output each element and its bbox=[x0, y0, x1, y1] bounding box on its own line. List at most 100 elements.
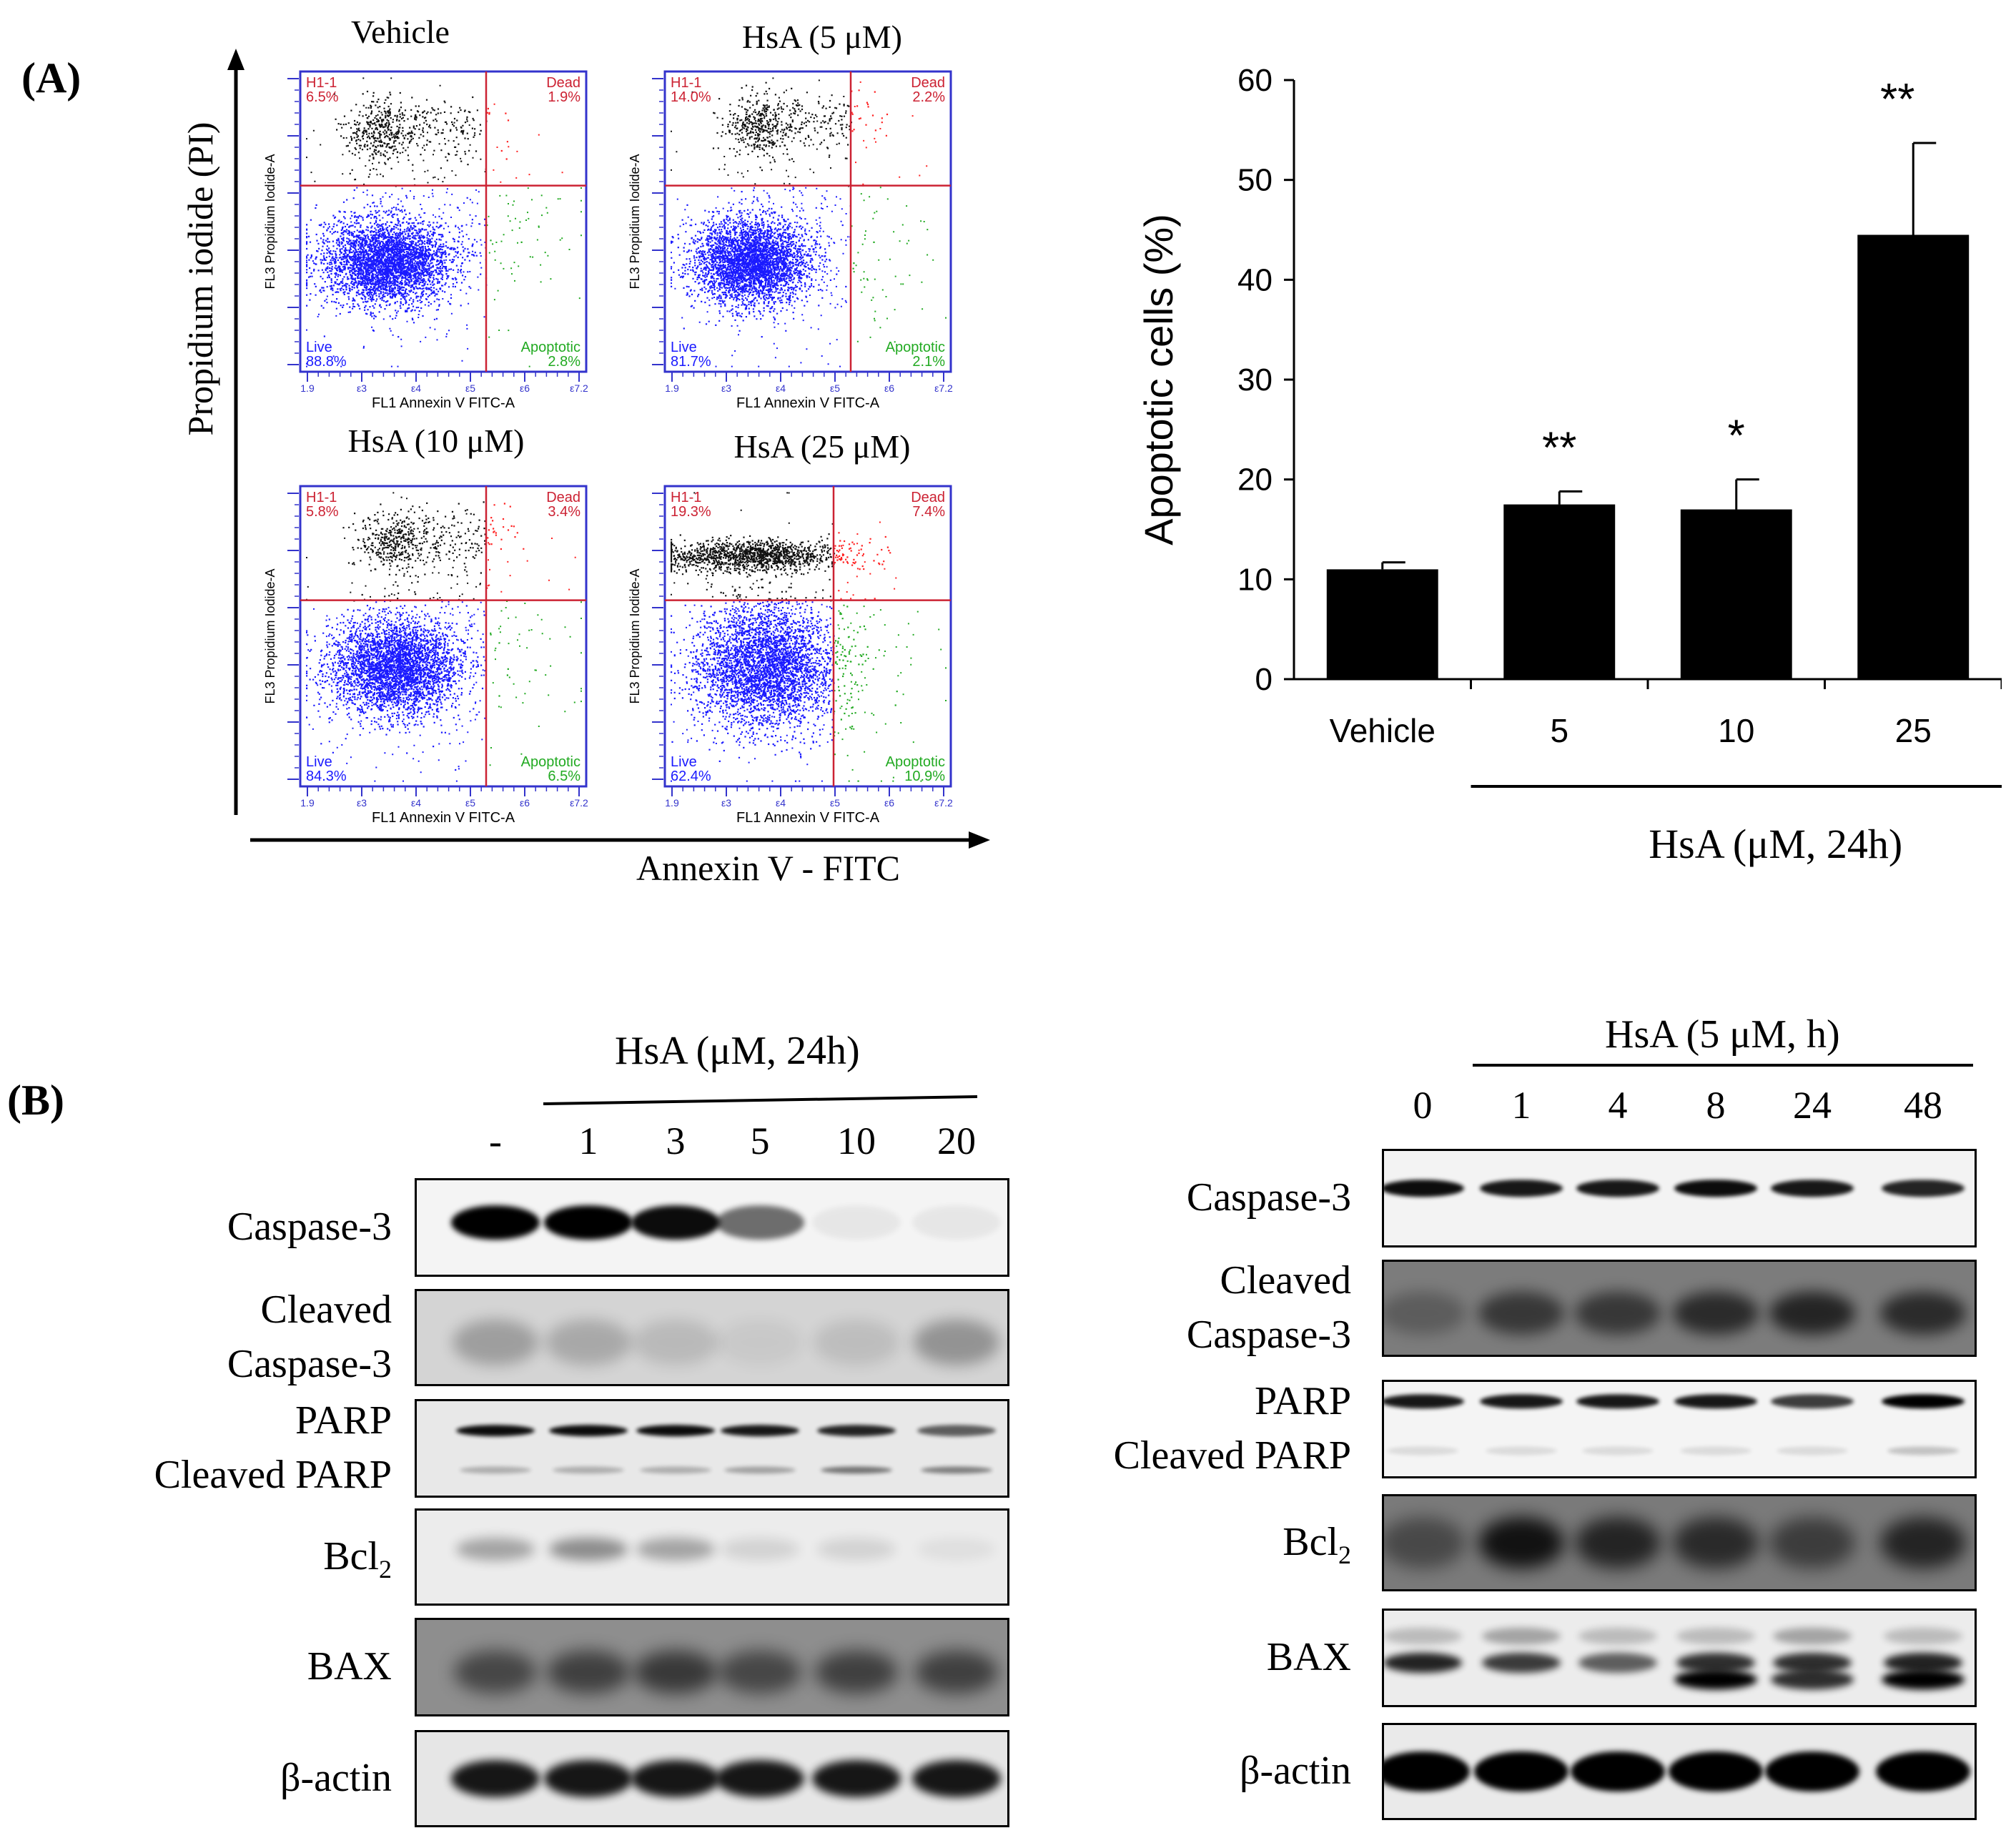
facs-live-label: Live bbox=[671, 340, 697, 355]
apoptosis-bar-chart: 0 10 20 30 40 50 60 Apoptotic cells (%) Vehicle 5… bbox=[1136, 63, 2002, 867]
blot-strip bbox=[415, 1508, 1009, 1606]
blot-band bbox=[717, 1319, 803, 1365]
facs-ll-percent: 62.4% bbox=[671, 769, 711, 784]
blot-label-primary: Bcl bbox=[323, 1534, 379, 1578]
blot-strip bbox=[1382, 1609, 1977, 1707]
blot-band bbox=[1382, 1291, 1466, 1335]
chart-category-label: 10 bbox=[1718, 712, 1754, 749]
facs-title-hsa10: HsA (10 μM) bbox=[347, 423, 525, 459]
facs-scatter bbox=[306, 492, 582, 782]
facs-frame bbox=[299, 70, 588, 373]
facs-dots-red bbox=[851, 81, 928, 187]
chart-bar-Vehicle bbox=[1326, 569, 1438, 679]
blot-band bbox=[912, 1205, 1001, 1240]
facs-ur-percent: 3.4% bbox=[548, 504, 580, 520]
blot-row-label: Bcl2 bbox=[1283, 1516, 1351, 1573]
facs-xlabel: FL1 Annexin V FITC-A bbox=[736, 395, 880, 407]
blot-label-primary: BAX bbox=[1266, 1635, 1351, 1679]
chart-significance: ** bbox=[1542, 423, 1576, 473]
blot-band bbox=[1578, 1652, 1657, 1673]
blot-band bbox=[544, 1205, 633, 1240]
wb-right-header-line bbox=[1473, 1064, 1973, 1067]
chart-ytick-label: 50 bbox=[1237, 163, 1273, 198]
facs-plot-hsa10: FL3 Propidium Iodide-A 1.9 ε3 ε4 ε5 ε6 ε7.2 FL1… bbox=[257, 472, 615, 829]
chart-xlabel: HsA (μM, 24h) bbox=[1649, 821, 1902, 867]
facs-frame bbox=[663, 70, 952, 373]
blot-band bbox=[912, 1760, 1001, 1797]
blot-band bbox=[1382, 1180, 1464, 1197]
facs-ul-percent: 19.3% bbox=[671, 504, 711, 520]
facs-ll-percent: 84.3% bbox=[306, 769, 347, 784]
blot-band bbox=[1880, 1291, 1966, 1335]
lane-label: 1 bbox=[578, 1120, 598, 1162]
blot-band bbox=[1769, 1291, 1855, 1335]
blot-row-label: Cleaved Caspase-3 bbox=[1187, 1254, 1351, 1362]
blot-band bbox=[1880, 1517, 1966, 1568]
blot-band bbox=[1482, 1627, 1561, 1645]
facs-xtick-label: ε7.2 bbox=[934, 797, 953, 809]
facs-scatter bbox=[671, 492, 947, 782]
blot-band bbox=[921, 1466, 992, 1474]
blot-band bbox=[1474, 1751, 1568, 1792]
blot-label-subscript: 2 bbox=[1338, 1541, 1351, 1570]
facs-apoptotic-label: Apoptotic bbox=[521, 754, 580, 770]
facs-gate-label: H1-1 bbox=[671, 490, 701, 505]
blot-strip bbox=[415, 1178, 1009, 1277]
blot-band bbox=[1884, 1627, 1962, 1645]
blot-band bbox=[1676, 1652, 1755, 1673]
facs-apoptotic-label: Apoptotic bbox=[886, 754, 945, 770]
facs-ylabel: FL3 Propidium Iodide-A bbox=[628, 568, 642, 703]
blot-row-label: PARP Cleaved PARP bbox=[154, 1394, 392, 1502]
blot-band bbox=[1769, 1517, 1855, 1568]
blot-band bbox=[544, 1760, 633, 1797]
blot-band bbox=[1771, 1180, 1854, 1197]
facs-x-axis-label: Annexin V - FITC bbox=[636, 848, 900, 888]
blot-strip bbox=[415, 1618, 1009, 1716]
blot-band bbox=[547, 1650, 630, 1694]
facs-scatter bbox=[671, 77, 947, 367]
blot-strip bbox=[1382, 1723, 1977, 1820]
blot-band bbox=[812, 1760, 901, 1797]
blot-band bbox=[1486, 1446, 1557, 1456]
facs-gate-label: H1-1 bbox=[306, 490, 337, 505]
chart-ytick-label: 20 bbox=[1237, 463, 1273, 498]
blot-label-secondary: Cleaved PARP bbox=[1113, 1433, 1351, 1478]
facs-ll-percent: 81.7% bbox=[671, 354, 711, 370]
facs-ylabel: FL3 Propidium Iodide-A bbox=[263, 568, 277, 703]
blot-band bbox=[456, 1538, 535, 1561]
facs-ur-percent: 7.4% bbox=[912, 504, 945, 520]
blot-band bbox=[1676, 1627, 1755, 1645]
blot-band bbox=[1673, 1517, 1759, 1568]
blot-row-label: Caspase-3 bbox=[227, 1200, 392, 1255]
chart-significance: ** bbox=[1880, 75, 1914, 124]
blot-band bbox=[1571, 1751, 1665, 1792]
lane-label: 48 bbox=[1904, 1084, 1942, 1127]
facs-live-label: Live bbox=[671, 754, 697, 770]
facs-dots-black bbox=[671, 492, 836, 602]
blot-band bbox=[549, 1425, 628, 1437]
blot-band bbox=[1884, 1652, 1962, 1673]
chart-ytick-label: 10 bbox=[1237, 562, 1273, 597]
blot-band bbox=[636, 1425, 715, 1437]
blot-band bbox=[1478, 1517, 1564, 1568]
blot-band bbox=[549, 1538, 628, 1561]
blot-background bbox=[1382, 1609, 1977, 1707]
blot-band bbox=[453, 1319, 538, 1365]
facs-xtick-label: ε7.2 bbox=[934, 382, 953, 394]
facs-dots-black bbox=[306, 77, 488, 187]
lane-label: 10 bbox=[837, 1120, 876, 1162]
lane-label: 5 bbox=[750, 1120, 770, 1162]
facs-dots-blue bbox=[671, 601, 835, 782]
facs-xtick-label: ε4 bbox=[411, 797, 421, 809]
blot-label-secondary: Cleaved PARP bbox=[154, 1452, 392, 1497]
blot-band bbox=[1478, 1291, 1564, 1335]
blot-label-primary: PARP bbox=[295, 1398, 392, 1443]
lane-label: 3 bbox=[666, 1120, 686, 1162]
facs-xlabel: FL1 Annexin V FITC-A bbox=[372, 810, 515, 826]
facs-dots-blue bbox=[306, 601, 486, 782]
facs-axes bbox=[227, 49, 990, 849]
lane-label: 20 bbox=[937, 1120, 976, 1162]
blot-label-primary: Cleaved bbox=[260, 1288, 392, 1332]
blot-band bbox=[1773, 1652, 1852, 1673]
facs-xtick-label: ε3 bbox=[721, 382, 731, 394]
